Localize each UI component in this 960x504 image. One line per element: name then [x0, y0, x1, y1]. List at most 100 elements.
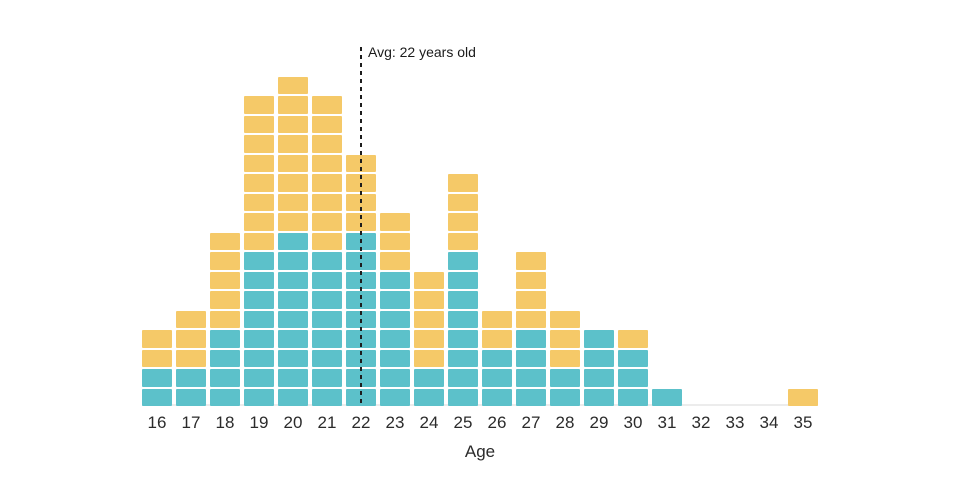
bar-column-25	[448, 174, 478, 406]
unit-block-yellow-top-segment	[618, 330, 648, 348]
unit-block-yellow-top-segment	[176, 330, 206, 348]
unit-block-teal-bottom-segment	[414, 388, 444, 406]
unit-block-teal-bottom-segment	[618, 388, 648, 406]
x-tick-label-32: 32	[691, 413, 711, 432]
bar-column-17	[176, 310, 206, 406]
unit-block-teal-bottom-segment	[516, 349, 546, 367]
unit-block-yellow-top-segment	[788, 388, 818, 406]
unit-block-teal-bottom-segment	[244, 252, 274, 270]
unit-block-teal-bottom-segment	[448, 388, 478, 406]
unit-block-teal-bottom-segment	[482, 388, 512, 406]
unit-block-yellow-top-segment	[278, 76, 308, 94]
unit-block-teal-bottom-segment	[448, 369, 478, 387]
average-reference-line	[360, 47, 362, 406]
bar-column-18	[210, 232, 240, 406]
bar-column-23	[380, 213, 410, 406]
unit-block-teal-bottom-segment	[312, 252, 342, 270]
unit-block-yellow-top-segment	[312, 115, 342, 133]
unit-block-yellow-top-segment	[414, 310, 444, 328]
unit-block-teal-bottom-segment	[142, 369, 172, 387]
bar-column-28	[550, 310, 580, 406]
unit-block-yellow-top-segment	[482, 310, 512, 328]
unit-block-teal-bottom-segment	[278, 388, 308, 406]
unit-block-teal-bottom-segment	[380, 388, 410, 406]
unit-block-teal-bottom-segment	[482, 369, 512, 387]
x-tick-label-20: 20	[283, 413, 303, 432]
unit-block-yellow-top-segment	[482, 330, 512, 348]
unit-block-yellow-top-segment	[210, 291, 240, 309]
unit-block-yellow-top-segment	[312, 232, 342, 250]
unit-block-yellow-top-segment	[312, 96, 342, 114]
x-axis-tick-labels: 16 17 18 19 20 21 22 23 24 25 26 27 28 29 30 31 32 33 34 35	[142, 413, 818, 435]
x-tick-label-23: 23	[385, 413, 405, 432]
unit-block-teal-bottom-segment	[550, 369, 580, 387]
unit-block-teal-bottom-segment	[448, 252, 478, 270]
unit-block-teal-bottom-segment	[244, 349, 274, 367]
unit-block-teal-bottom-segment	[448, 310, 478, 328]
bar-column-24	[414, 271, 444, 406]
x-axis-line	[142, 404, 818, 406]
unit-block-teal-bottom-segment	[244, 369, 274, 387]
unit-block-teal-bottom-segment	[414, 369, 444, 387]
x-tick-label-25: 25	[453, 413, 473, 432]
unit-block-yellow-top-segment	[176, 310, 206, 328]
unit-block-teal-bottom-segment	[176, 369, 206, 387]
unit-block-yellow-top-segment	[210, 310, 240, 328]
unit-block-yellow-top-segment	[312, 154, 342, 172]
unit-block-yellow-top-segment	[244, 174, 274, 192]
unit-block-teal-bottom-segment	[278, 271, 308, 289]
x-tick-label-19: 19	[249, 413, 269, 432]
unit-block-teal-bottom-segment	[584, 349, 614, 367]
unit-block-yellow-top-segment	[278, 193, 308, 211]
x-tick-label-16: 16	[147, 413, 167, 432]
unit-block-yellow-top-segment	[448, 232, 478, 250]
unit-block-teal-bottom-segment	[210, 369, 240, 387]
unit-block-teal-bottom-segment	[516, 388, 546, 406]
unit-block-teal-bottom-segment	[312, 349, 342, 367]
unit-block-teal-bottom-segment	[142, 388, 172, 406]
unit-block-teal-bottom-segment	[312, 330, 342, 348]
x-tick-label-22: 22	[351, 413, 371, 432]
unit-block-teal-bottom-segment	[176, 388, 206, 406]
unit-block-teal-bottom-segment	[448, 291, 478, 309]
unit-block-teal-bottom-segment	[278, 330, 308, 348]
unit-block-teal-bottom-segment	[244, 271, 274, 289]
unit-block-teal-bottom-segment	[312, 291, 342, 309]
unit-block-teal-bottom-segment	[652, 388, 682, 406]
unit-block-teal-bottom-segment	[448, 271, 478, 289]
unit-block-yellow-top-segment	[516, 252, 546, 270]
x-tick-label-18: 18	[215, 413, 235, 432]
unit-block-yellow-top-segment	[278, 154, 308, 172]
unit-block-yellow-top-segment	[550, 330, 580, 348]
unit-block-teal-bottom-segment	[312, 310, 342, 328]
unit-block-teal-bottom-segment	[278, 252, 308, 270]
unit-block-teal-bottom-segment	[380, 369, 410, 387]
unit-block-teal-bottom-segment	[244, 310, 274, 328]
unit-block-yellow-top-segment	[414, 271, 444, 289]
unit-block-teal-bottom-segment	[210, 388, 240, 406]
unit-block-yellow-top-segment	[278, 115, 308, 133]
x-tick-label-30: 30	[623, 413, 643, 432]
bar-column-19	[244, 96, 274, 406]
unit-block-yellow-top-segment	[278, 213, 308, 231]
bar-column-31	[652, 388, 682, 406]
unit-block-yellow-top-segment	[244, 213, 274, 231]
unit-block-yellow-top-segment	[312, 174, 342, 192]
unit-block-teal-bottom-segment	[584, 369, 614, 387]
unit-block-teal-bottom-segment	[380, 291, 410, 309]
unit-block-teal-bottom-segment	[448, 330, 478, 348]
unit-block-yellow-top-segment	[312, 213, 342, 231]
average-annotation-label: Avg: 22 years old	[368, 44, 476, 60]
unit-block-teal-bottom-segment	[618, 349, 648, 367]
unit-block-teal-bottom-segment	[516, 330, 546, 348]
unit-block-teal-bottom-segment	[210, 330, 240, 348]
x-tick-label-28: 28	[555, 413, 575, 432]
unit-block-teal-bottom-segment	[584, 388, 614, 406]
unit-block-teal-bottom-segment	[312, 271, 342, 289]
unit-block-teal-bottom-segment	[278, 349, 308, 367]
x-tick-label-35: 35	[793, 413, 813, 432]
unit-block-teal-bottom-segment	[312, 388, 342, 406]
x-tick-label-26: 26	[487, 413, 507, 432]
unit-block-teal-bottom-segment	[278, 310, 308, 328]
